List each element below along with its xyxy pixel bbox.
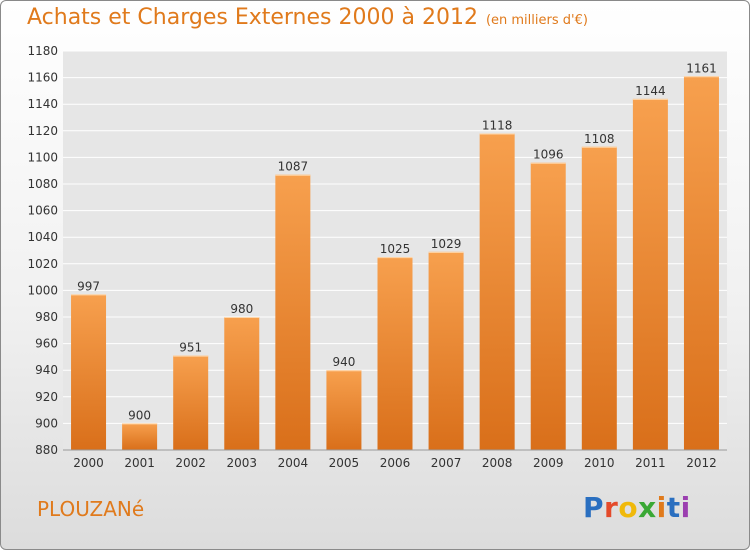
x-tick-label: 2012 <box>686 456 717 470</box>
logo-letter: x <box>638 491 657 524</box>
bar-value-label: 1161 <box>686 61 717 75</box>
y-tick-label: 1120 <box>27 124 58 138</box>
logo-letter: P <box>583 491 605 524</box>
y-tick-label: 1160 <box>27 71 58 85</box>
unit-label: (en milliers d'€) <box>485 13 588 28</box>
y-tick-label: 900 <box>35 416 58 430</box>
x-tick-label: 2001 <box>124 456 155 470</box>
x-tick-label: 2003 <box>226 456 257 470</box>
bars: 997 900 951 980 1087 940 1025 1029 1118 1096 1108 1… <box>71 61 719 451</box>
y-axis: 880 900 920 940 960 980 1000 1020 1040 1060 1080 11… <box>27 44 58 457</box>
bar-value-label: 1025 <box>380 242 411 256</box>
city-name: PLOUZANé <box>37 497 145 521</box>
bar <box>326 370 362 450</box>
x-tick-label: 2007 <box>431 456 462 470</box>
bar-value-label: 980 <box>230 302 253 316</box>
x-tick-label: 2006 <box>380 456 411 470</box>
bar-value-label: 1118 <box>482 118 513 132</box>
bar-value-label: 1108 <box>584 132 615 146</box>
y-tick-label: 980 <box>35 310 58 324</box>
bar-value-label: 1029 <box>431 237 462 251</box>
bar <box>224 317 260 450</box>
y-tick-label: 1140 <box>27 97 58 111</box>
y-tick-label: 1040 <box>27 230 58 244</box>
bar <box>683 76 719 451</box>
bar <box>173 355 209 450</box>
x-tick-label: 2008 <box>482 456 513 470</box>
y-tick-label: 940 <box>35 363 58 377</box>
bar <box>632 98 668 450</box>
x-tick-label: 2011 <box>635 456 666 470</box>
y-tick-label: 920 <box>35 390 58 404</box>
x-tick-label: 2004 <box>278 456 309 470</box>
bar <box>530 162 566 450</box>
bar <box>122 423 158 450</box>
proxiti-logo: Proxiti <box>583 491 691 524</box>
x-tick-label: 2009 <box>533 456 564 470</box>
logo-letter: i <box>680 491 691 524</box>
logo-letter: r <box>604 491 619 524</box>
title-text: Achats et Charges Externes 2000 à 2012 <box>27 5 478 30</box>
logo-letter: i <box>656 491 667 524</box>
bar-value-label: 1144 <box>635 84 666 98</box>
bar <box>581 146 617 450</box>
y-tick-label: 1060 <box>27 204 58 218</box>
y-tick-label: 1000 <box>27 283 58 297</box>
y-tick-label: 960 <box>35 337 58 351</box>
bar-value-label: 997 <box>77 279 100 293</box>
bar-value-label: 951 <box>179 341 202 355</box>
bar-value-label: 1096 <box>533 148 564 162</box>
logo-letter: o <box>618 491 639 524</box>
x-tick-label: 2002 <box>175 456 206 470</box>
bar <box>428 251 464 450</box>
x-axis: 2000 2001 2002 2003 2004 2005 2006 2007 2008 2009… <box>63 449 727 470</box>
y-tick-label: 1080 <box>27 177 58 191</box>
x-tick-label: 2005 <box>329 456 360 470</box>
logo-letter: t <box>666 491 681 524</box>
bar-value-label: 940 <box>332 355 355 369</box>
y-tick-label: 1020 <box>27 257 58 271</box>
x-tick-label: 2010 <box>584 456 615 470</box>
y-tick-label: 1180 <box>27 44 58 58</box>
bar <box>479 133 515 450</box>
bar <box>377 257 413 450</box>
bar-value-label: 900 <box>128 408 151 422</box>
bar <box>71 294 107 450</box>
y-tick-label: 1100 <box>27 150 58 164</box>
x-tick-label: 2000 <box>73 456 104 470</box>
chart-title: Achats et Charges Externes 2000 à 2012 (e… <box>27 5 588 30</box>
bar <box>275 174 311 450</box>
y-tick-label: 880 <box>35 443 58 457</box>
bar-value-label: 1087 <box>278 160 309 174</box>
